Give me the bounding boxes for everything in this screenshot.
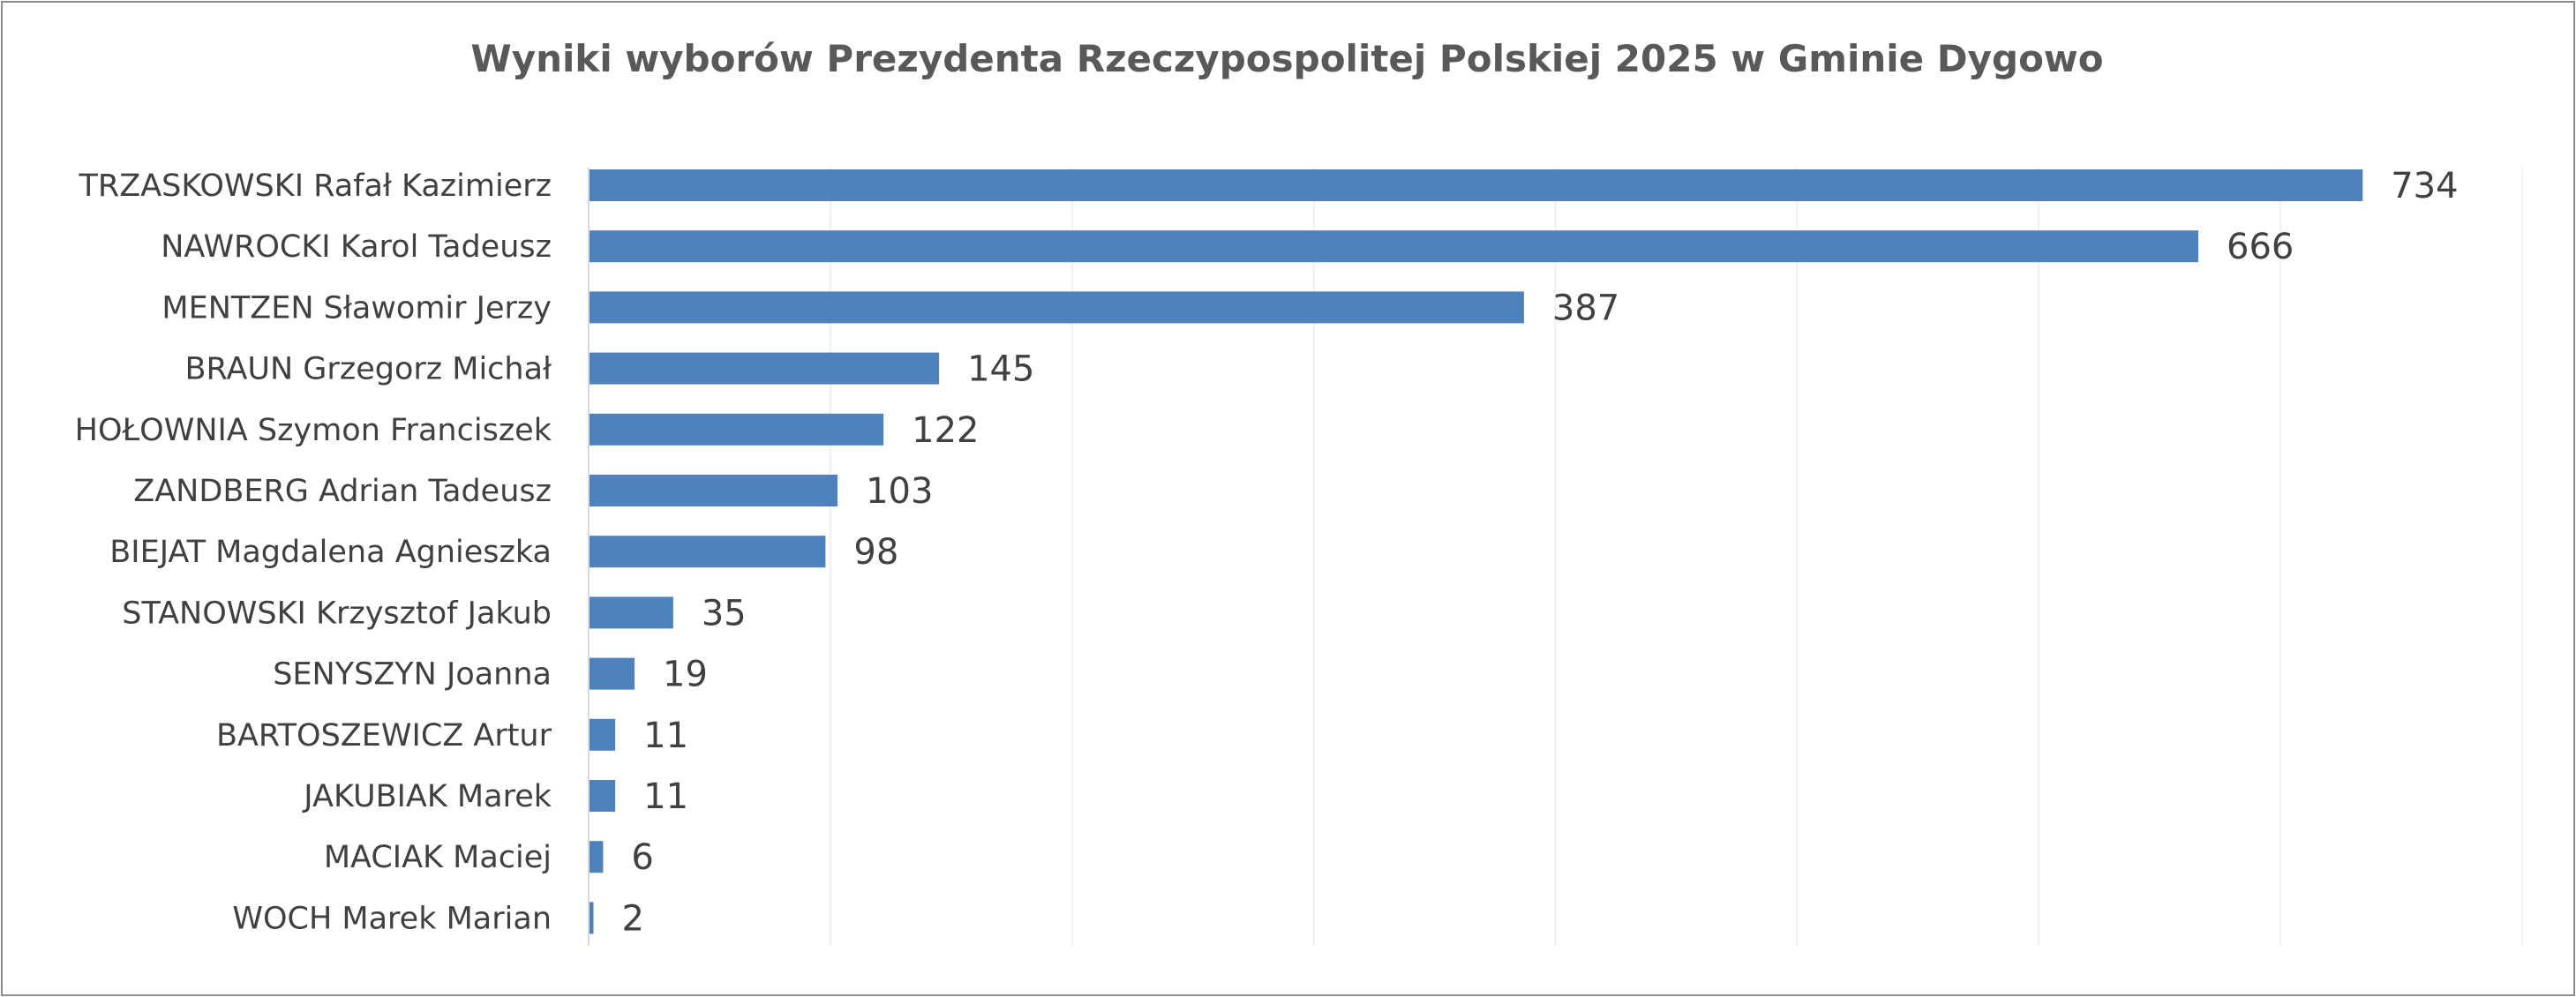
data-label-7: 35 [702,593,747,633]
gridlines [829,168,2523,946]
data-label-3: 145 [967,349,1034,390]
category-label-1: NAWROCKI Karol Tadeusz [161,229,552,265]
category-label-10: JAKUBIAK Marek [302,779,552,814]
data-label-12: 2 [621,898,643,939]
chart-title: Wyniki wyborów Prezydenta Rzeczypospolit… [470,37,2104,80]
bars [589,169,2363,934]
bar-12 [589,902,594,934]
bar-8 [589,657,635,690]
data-label-4: 122 [912,410,979,451]
bar-11 [589,841,604,873]
bar-6 [589,536,826,568]
bar-0 [589,169,2363,201]
data-label-11: 6 [631,837,653,878]
bar-5 [589,475,838,506]
bar-9 [589,718,616,751]
category-label-4: HOŁOWNIA Szymon Franciszek [75,413,552,448]
bar-10 [589,780,616,812]
bar-7 [589,596,673,629]
data-label-10: 11 [643,776,688,817]
data-label-5: 103 [866,471,933,512]
data-label-0: 734 [2391,166,2458,206]
labels: TRZASKOWSKI Rafał Kazimierz 734 NAWROCKI K… [75,166,2459,939]
data-label-9: 11 [643,716,688,756]
category-label-9: BARTOSZEWICZ Artur [216,718,552,753]
category-label-3: BRAUN Grzegorz Michał [185,352,552,387]
data-label-1: 666 [2227,227,2294,267]
bar-3 [589,352,940,385]
category-label-7: STANOWSKI Krzysztof Jakub [122,596,552,631]
category-label-6: BIEJAT Magdalena Agnieszka [109,535,552,570]
bar-1 [589,230,2199,263]
category-label-2: MENTZEN Sławomir Jerzy [161,290,552,326]
category-label-5: ZANDBERG Adrian Tadeusz [133,474,552,509]
category-label-12: WOCH Marek Marian [232,901,552,936]
data-label-8: 19 [663,655,708,695]
category-label-8: SENYSZYN Joanna [273,657,552,693]
bar-2 [589,291,1524,324]
data-label-2: 387 [1552,288,1619,328]
category-label-11: MACIAK Maciej [324,840,552,875]
category-label-0: TRZASKOWSKI Rafał Kazimierz [79,169,552,204]
data-label-6: 98 [853,532,898,573]
bar-4 [589,413,884,446]
